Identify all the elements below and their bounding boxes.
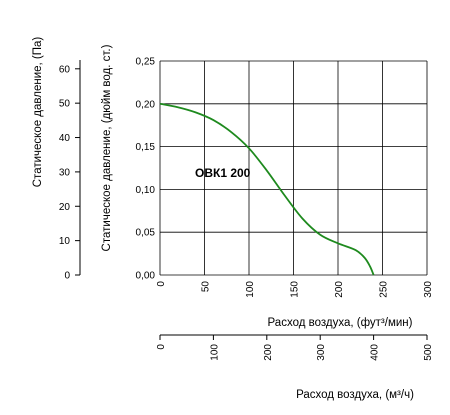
x-tick-label: 150 — [290, 281, 301, 298]
y-tick-label: 0,05 — [136, 228, 156, 239]
x2-tick-label: 500 — [423, 344, 434, 361]
x-tick-label: 100 — [245, 281, 256, 298]
y2-tick-label: 10 — [59, 236, 71, 247]
y-tick-label: 0,10 — [136, 185, 156, 196]
y-tick-label: 0,00 — [136, 271, 156, 282]
x2-tick-label: 0 — [156, 344, 167, 350]
y2-tick-label: 60 — [59, 64, 71, 75]
y-tick-label: 0,25 — [136, 57, 156, 68]
y2-tick-label: 40 — [59, 133, 71, 144]
x-tick-label: 200 — [334, 281, 345, 298]
y2-tick-label: 50 — [59, 99, 71, 110]
y2-tick-label: 0 — [64, 271, 70, 282]
y-tick-label: 0,20 — [136, 99, 156, 110]
x2-tick-label: 100 — [209, 344, 220, 361]
x-tick-label: 0 — [156, 281, 167, 287]
grid — [159, 60, 428, 276]
curve-layer — [159, 102, 375, 276]
x2-tick-label: 300 — [316, 344, 327, 361]
series-line — [159, 102, 375, 276]
y-axis-label: Статическое давление, (дюйм вод. ст.) — [101, 44, 113, 251]
axes: 0 50 100 150 200 250 3000,000,050,100,150,200,… — [59, 57, 434, 361]
y2-axis-label: Статическое давление, (Па) — [32, 37, 44, 188]
model-label: ОВК1 200 — [195, 166, 251, 180]
x2-axis-label: Расход воздуха, (м³/ч) — [296, 389, 414, 401]
x-axis-label: Расход воздуха, (фут³/мин) — [268, 317, 413, 329]
y-tick-label: 0,15 — [136, 142, 156, 153]
y2-tick-label: 30 — [59, 167, 71, 178]
x2-tick-label: 200 — [263, 344, 274, 361]
x-tick-label: 50 — [201, 281, 212, 293]
x-tick-label: 300 — [423, 281, 434, 298]
x2-tick-label: 400 — [370, 344, 381, 361]
x-tick-label: 250 — [379, 281, 390, 298]
y2-tick-label: 20 — [59, 202, 71, 213]
